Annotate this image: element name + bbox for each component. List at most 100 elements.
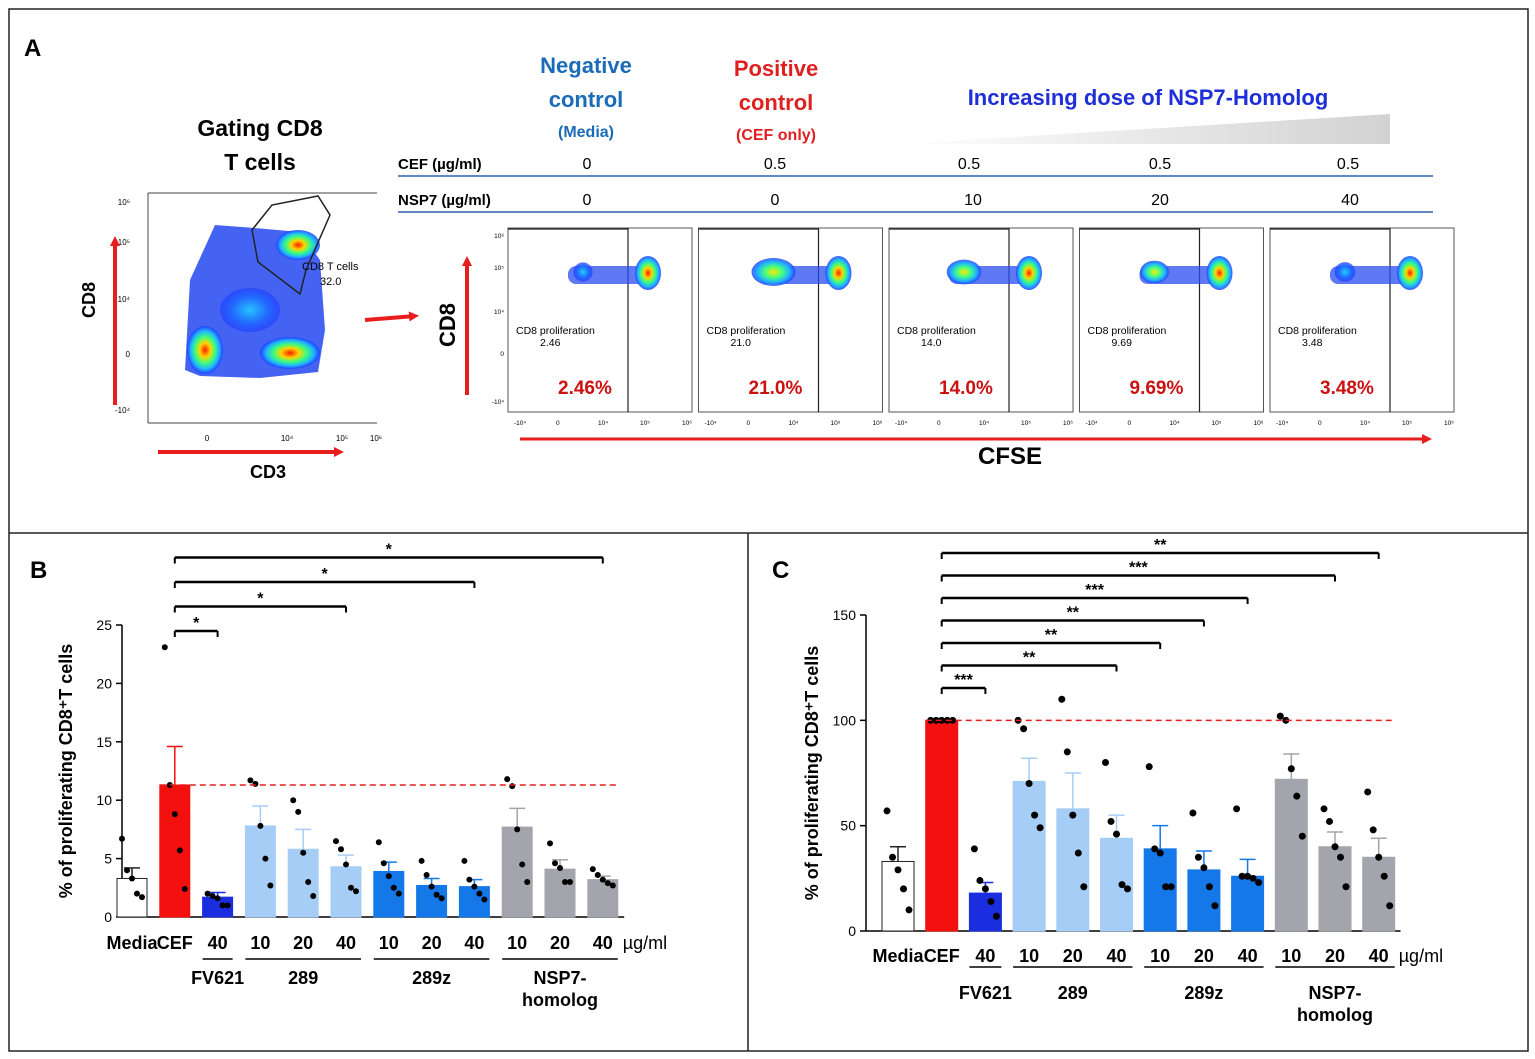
parent-population-blob bbox=[635, 256, 661, 290]
y-axis-label: % of proliferating CD8⁺T cells bbox=[56, 644, 76, 899]
data-point bbox=[889, 853, 896, 861]
significance-label: *** bbox=[1129, 560, 1148, 577]
data-point bbox=[181, 885, 188, 892]
gating-to-flow-arrow bbox=[364, 311, 419, 322]
data-point bbox=[1342, 883, 1350, 891]
data-point bbox=[1031, 811, 1039, 819]
bar bbox=[1187, 869, 1221, 932]
nsp7-value: 0 bbox=[771, 192, 780, 209]
significance-label: ** bbox=[1154, 537, 1167, 554]
category-label: 20 bbox=[550, 933, 570, 953]
data-point bbox=[423, 871, 430, 878]
data-point bbox=[894, 866, 902, 874]
data-point bbox=[310, 892, 317, 899]
category-label: 10 bbox=[250, 933, 270, 953]
data-point bbox=[1074, 849, 1082, 857]
data-point bbox=[1036, 824, 1044, 832]
flow-xtick: -10⁴ bbox=[514, 420, 526, 427]
flow-ytick: 10⁶ bbox=[494, 233, 504, 240]
data-point bbox=[124, 867, 130, 874]
flow-percent-label: 9.69% bbox=[1130, 378, 1184, 399]
flow-xtick: 10⁴ bbox=[1170, 420, 1180, 427]
data-point bbox=[252, 780, 259, 787]
positive-control-line1: Positive bbox=[734, 56, 818, 81]
flow-percent-label: 3.48% bbox=[1320, 378, 1374, 399]
data-point bbox=[119, 835, 125, 842]
gating-xlabel: CD3 bbox=[250, 462, 286, 482]
data-point bbox=[219, 902, 226, 909]
data-point bbox=[247, 777, 254, 784]
data-point bbox=[438, 895, 445, 902]
panel-c-label: C bbox=[772, 557, 789, 584]
significance-label: *** bbox=[954, 672, 973, 689]
bar bbox=[159, 784, 191, 918]
flow-percent-label: 21.0% bbox=[749, 378, 803, 399]
flow-ylabel: CD8 bbox=[435, 303, 460, 347]
flow-xtick: 0 bbox=[1318, 420, 1322, 427]
gating-ytick: 10⁴ bbox=[118, 295, 131, 304]
flow-gate-label: CD8 proliferation bbox=[516, 325, 595, 337]
cef-value: 0.5 bbox=[958, 156, 980, 173]
y-tick-label: 0 bbox=[104, 909, 112, 925]
data-point bbox=[267, 882, 274, 889]
data-point bbox=[970, 845, 978, 853]
positive-control-line3: (CEF only) bbox=[736, 127, 816, 144]
data-point bbox=[290, 797, 297, 804]
group-label: NSP7- bbox=[1308, 983, 1361, 1003]
data-point bbox=[1287, 765, 1295, 773]
flow-ytick: -10⁴ bbox=[492, 399, 504, 406]
data-point bbox=[380, 860, 387, 867]
data-point bbox=[257, 822, 264, 829]
bar bbox=[1362, 856, 1396, 932]
data-point bbox=[1156, 849, 1164, 857]
data-point bbox=[1124, 885, 1131, 893]
data-point bbox=[1113, 830, 1120, 838]
data-point bbox=[509, 783, 516, 790]
category-label: 40 bbox=[208, 933, 228, 953]
gate-label: CD8 T cells bbox=[302, 261, 359, 273]
data-point bbox=[1364, 788, 1372, 796]
data-point bbox=[987, 898, 995, 906]
significance-label: * bbox=[193, 615, 200, 632]
data-point bbox=[1162, 883, 1170, 891]
data-point bbox=[1386, 902, 1394, 910]
gating-ytick: 10⁵ bbox=[118, 238, 130, 247]
flow-gate-value: 9.69 bbox=[1112, 337, 1133, 349]
data-point bbox=[1375, 853, 1383, 861]
data-point bbox=[1020, 725, 1028, 733]
cd8-gate-polygon bbox=[251, 195, 331, 296]
category-label: 40 bbox=[1238, 946, 1258, 966]
bar bbox=[544, 868, 576, 918]
data-point bbox=[604, 880, 611, 887]
category-label: Media bbox=[106, 933, 158, 953]
flow-xlabel: CFSE bbox=[978, 443, 1042, 470]
significance-label: ** bbox=[1023, 650, 1036, 667]
category-label: 40 bbox=[975, 946, 995, 966]
data-point bbox=[1167, 883, 1175, 891]
category-label: 40 bbox=[336, 933, 356, 953]
significance-label: ** bbox=[1045, 627, 1058, 644]
category-label: 40 bbox=[593, 933, 613, 953]
gating-title-line2: T cells bbox=[224, 149, 296, 175]
y-tick-label: 15 bbox=[96, 734, 112, 750]
data-point bbox=[295, 808, 302, 815]
cef-value: 0.5 bbox=[764, 156, 786, 173]
data-point bbox=[1331, 843, 1339, 851]
data-point bbox=[1298, 832, 1306, 840]
data-point bbox=[981, 885, 989, 893]
flow-gate-label: CD8 proliferation bbox=[707, 325, 786, 337]
flow-xtick: 10⁴ bbox=[979, 420, 989, 427]
data-point bbox=[1102, 758, 1109, 766]
panel-frames bbox=[8, 8, 1529, 1052]
data-point bbox=[129, 875, 135, 882]
bar bbox=[244, 825, 276, 918]
flow-gate-value: 3.48 bbox=[1302, 337, 1323, 349]
group-label: 289 bbox=[1058, 983, 1088, 1003]
data-point bbox=[1118, 881, 1126, 889]
data-point bbox=[390, 884, 397, 891]
flow-gate-value: 14.0 bbox=[921, 337, 942, 349]
group-label: homolog bbox=[522, 990, 598, 1010]
data-point bbox=[514, 826, 521, 833]
